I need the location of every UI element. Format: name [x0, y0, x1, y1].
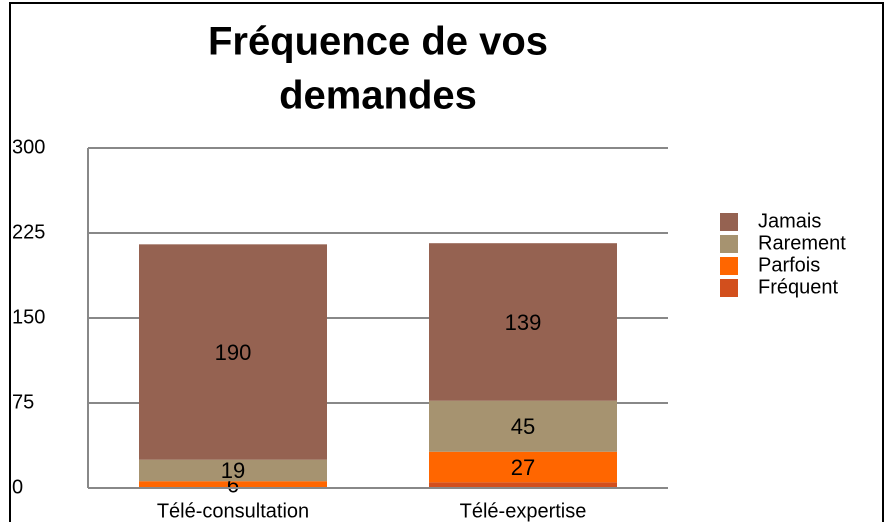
bar-segment: [429, 243, 617, 401]
data-label: 19: [221, 458, 245, 483]
legend-swatch: [720, 257, 738, 275]
chart-title: Fréquence de vos: [208, 20, 548, 64]
legend-label: Parfois: [758, 254, 820, 276]
bar-segment: [429, 400, 617, 452]
x-tick-label: Télé-expertise: [460, 500, 587, 522]
data-label: 190: [215, 340, 252, 365]
y-tick-label: 75: [12, 391, 34, 413]
bar-segment: [429, 451, 617, 483]
legend-swatch: [720, 279, 738, 297]
legend-label: Rarement: [758, 232, 846, 254]
legend-swatch: [720, 235, 738, 253]
x-tick-label: Télé-consultation: [157, 500, 309, 522]
y-tick-label: 300: [12, 136, 45, 158]
y-tick-label: 225: [12, 221, 45, 243]
bar-segment: [429, 482, 617, 488]
bar-segment: [139, 244, 327, 460]
bar-segment: [139, 459, 327, 482]
legend-swatch: [720, 213, 738, 231]
data-label: 45: [511, 414, 535, 439]
chart-title: demandes: [279, 74, 477, 118]
legend-label: Fréquent: [758, 276, 838, 298]
y-tick-label: 150: [12, 306, 45, 328]
y-tick-label: 0: [12, 476, 23, 498]
chart-frame: [9, 2, 884, 522]
bar-segment: [139, 481, 327, 488]
data-label: 27: [511, 455, 535, 480]
legend-label: Jamais: [758, 210, 821, 232]
data-label: 139: [505, 310, 542, 335]
